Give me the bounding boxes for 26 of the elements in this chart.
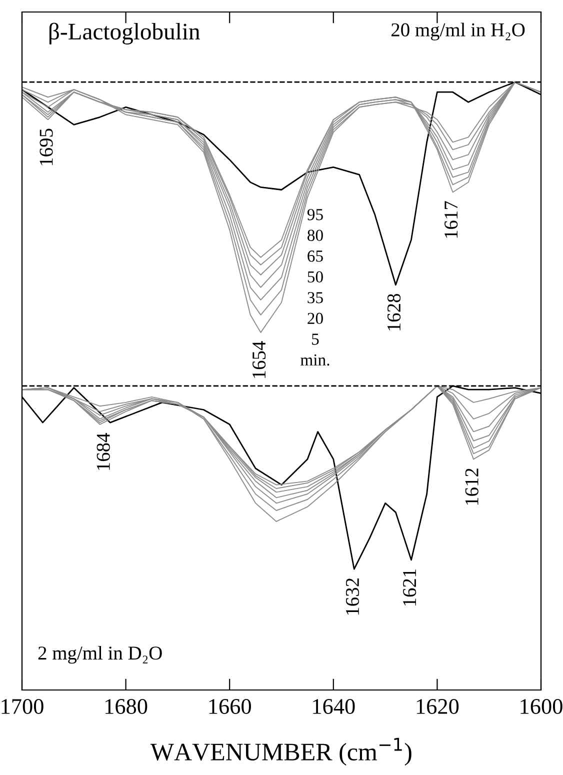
x-tick-label: 1640 bbox=[313, 698, 355, 714]
x-axis-title: WAVENUMBER (cm$^{−1}$) bbox=[150, 738, 412, 766]
annotation: 65 bbox=[308, 250, 323, 262]
x-tick-label: 1680 bbox=[106, 698, 148, 714]
text: 2 mg/ml in D₂O bbox=[38, 646, 162, 664]
annotation: 1632 bbox=[346, 578, 360, 615]
text: min. bbox=[300, 354, 330, 366]
text: 5 bbox=[312, 334, 319, 345]
annotation: 1617 bbox=[444, 201, 458, 238]
annotation: 1684 bbox=[96, 433, 110, 470]
text: 20 mg/ml in H₂O bbox=[391, 22, 525, 40]
annotation: 50 bbox=[308, 271, 323, 283]
x-tick-label: 1600 bbox=[520, 698, 562, 714]
x-tick-label: 1660 bbox=[209, 698, 251, 714]
annotation: 1628 bbox=[387, 294, 401, 330]
annotation: 1654 bbox=[252, 341, 266, 378]
annotation: 1612 bbox=[465, 468, 478, 505]
annotation: 80 bbox=[308, 230, 323, 241]
annotation: 1695 bbox=[40, 128, 53, 166]
x-tick-label: 1700 bbox=[2, 698, 44, 714]
annotation: 95 bbox=[307, 209, 323, 220]
annotation: 1621 bbox=[403, 569, 416, 606]
annotation: 35 bbox=[308, 292, 323, 304]
x-tick-label: 1620 bbox=[416, 698, 459, 714]
annotation: 20 bbox=[308, 312, 323, 324]
chart-title: β-Lactoglobulin bbox=[49, 22, 200, 44]
